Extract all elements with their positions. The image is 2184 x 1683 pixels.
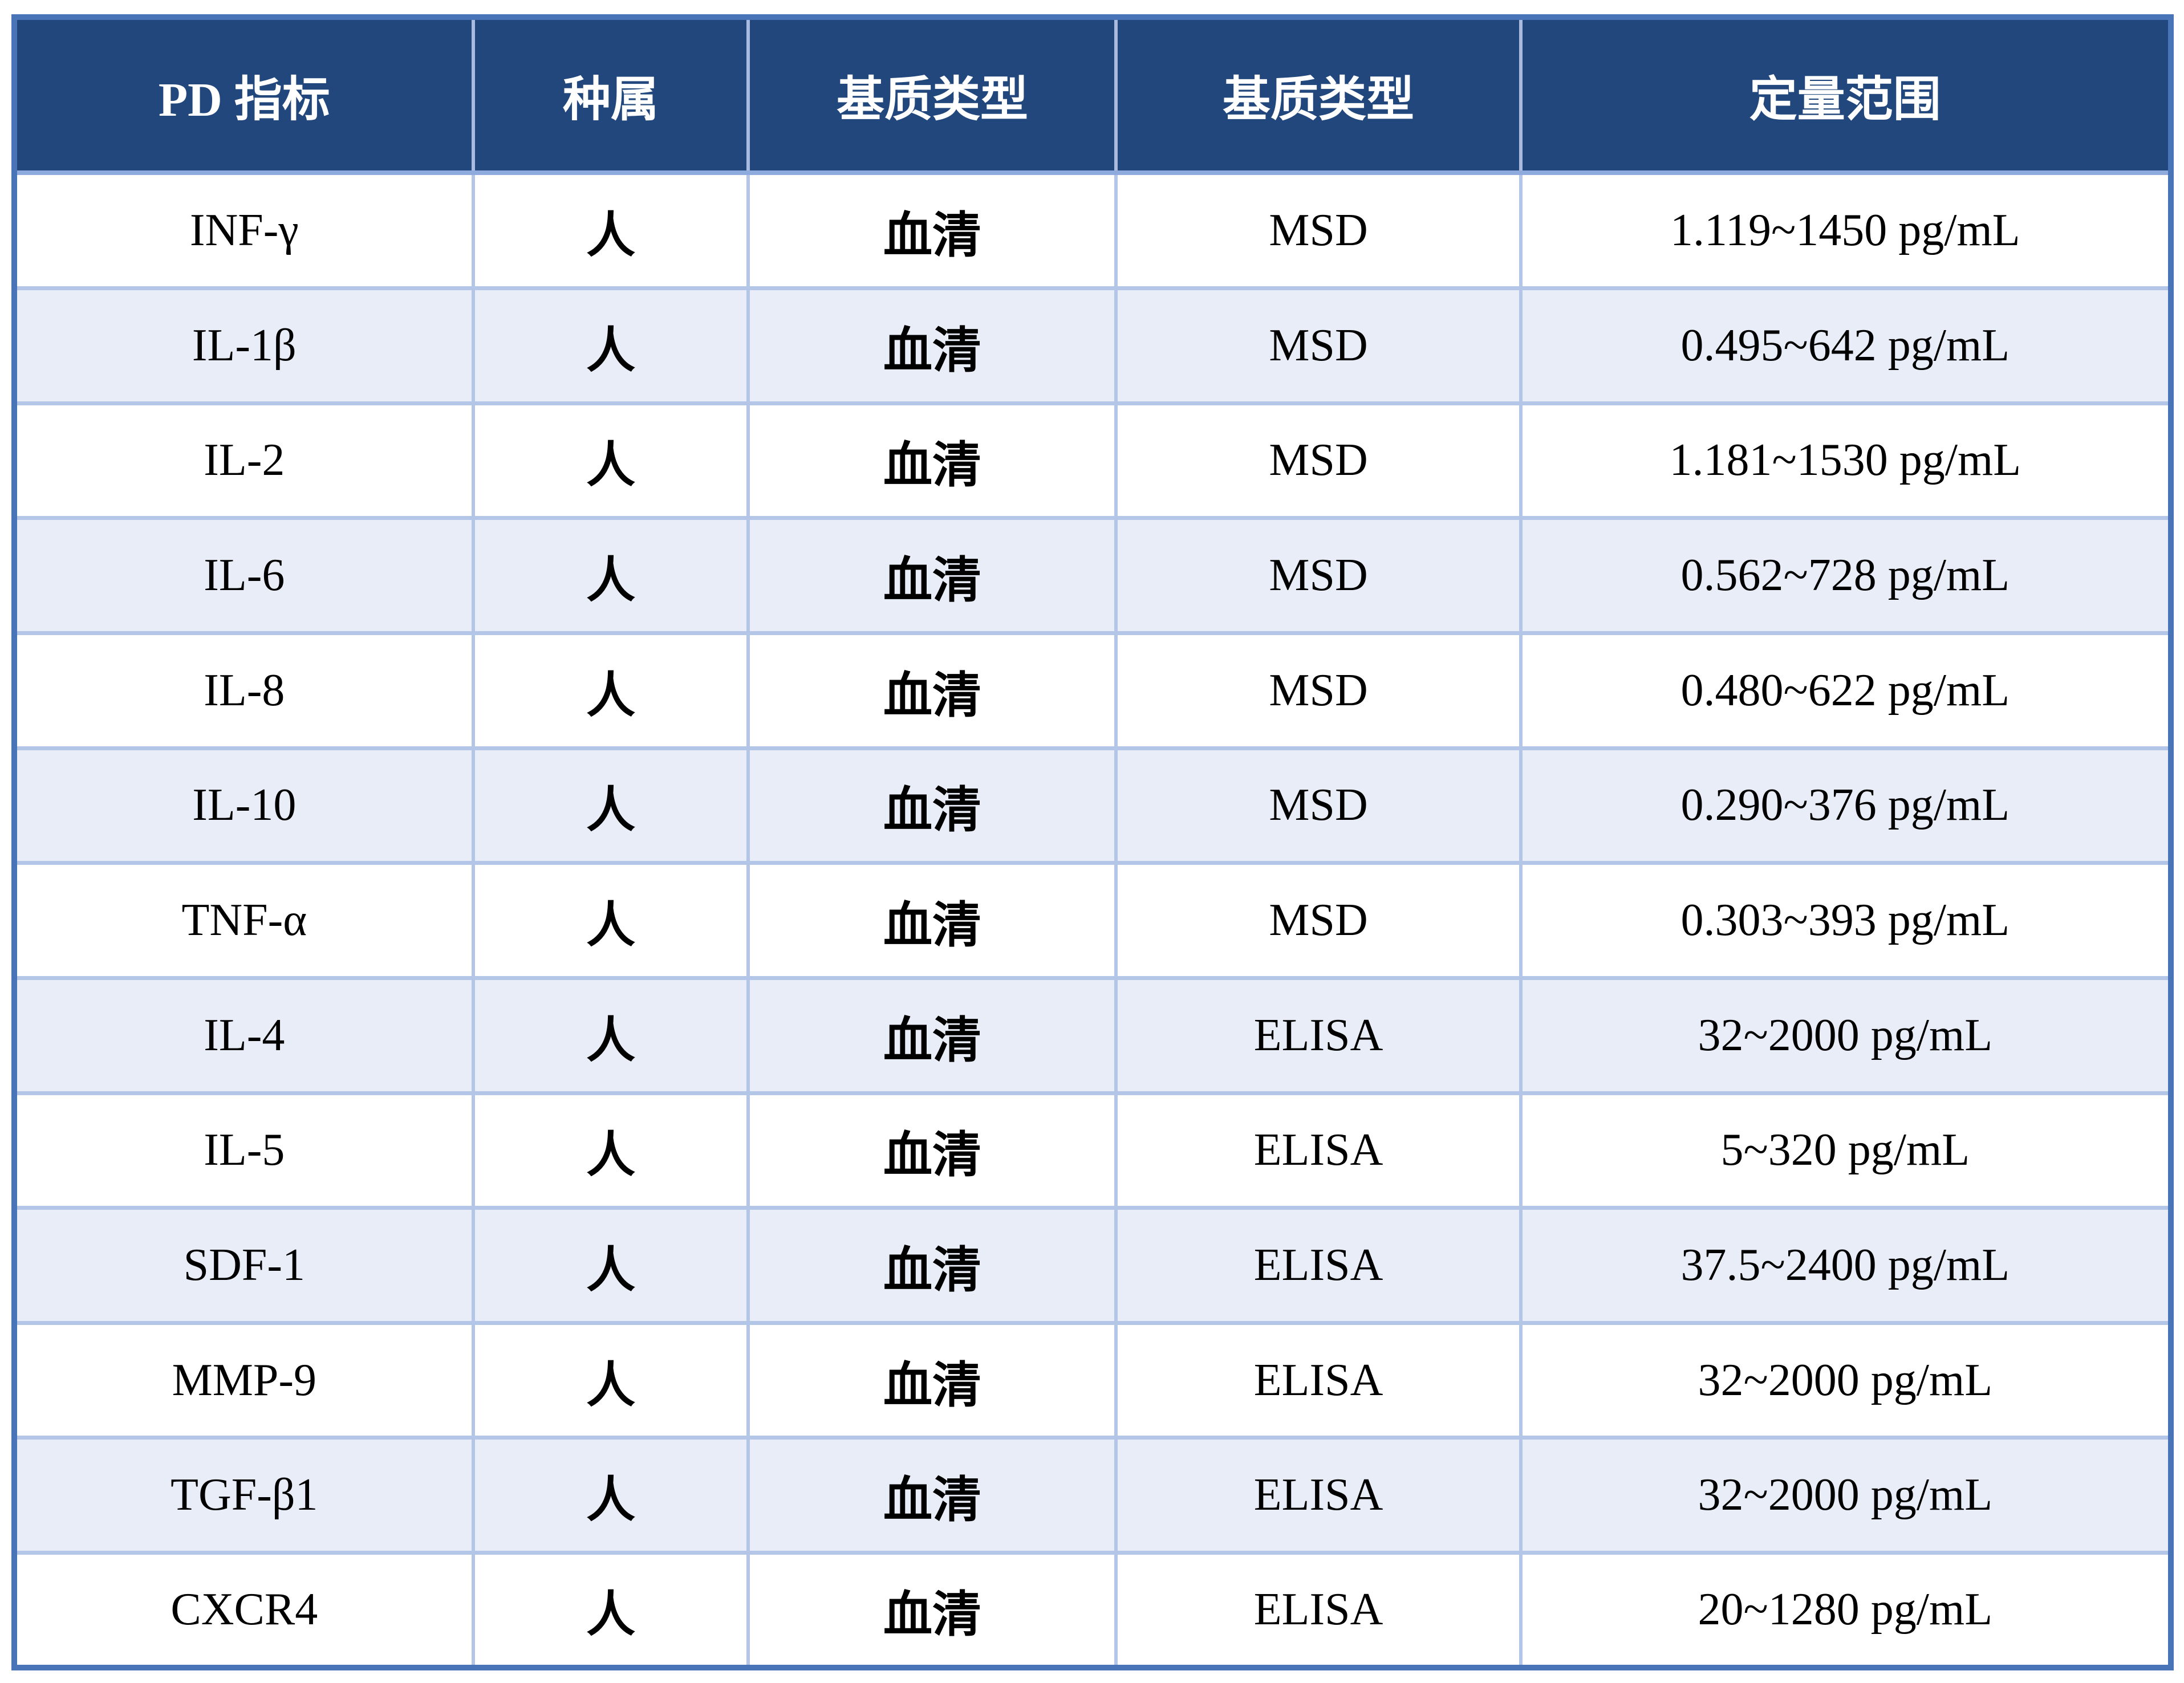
cell-quant-range: 0.303~393 pg/mL: [1519, 861, 2168, 978]
cell-species: 人: [471, 1091, 749, 1208]
table-row: TNF-α 人血清 MSD 0.303~393 pg/mL: [17, 861, 2168, 978]
cell-indicator: CXCR4: [17, 1551, 473, 1665]
table-row: TGF-β1 人血清 ELISA 32~2000 pg/mL: [17, 1436, 2168, 1553]
cell-matrix-type: 血清: [746, 1206, 1117, 1323]
cell-matrix-type: 血清: [746, 746, 1117, 863]
cell-matrix-type-2: MSD: [1114, 401, 1521, 518]
cell-quant-range: 32~2000 pg/mL: [1519, 975, 2168, 1093]
table-row: MMP-9 人血清 ELISA 32~2000 pg/mL: [17, 1320, 2168, 1438]
data-table: PD 指标 种属 基质类型 基质类型 定量范围 INF-γ 人血清 MSD 1.119…: [17, 20, 2168, 1665]
cell-species: 人: [471, 401, 749, 518]
cell-matrix-type-2: ELISA: [1114, 1206, 1521, 1323]
cell-indicator: IL-1β: [17, 286, 473, 404]
cell-matrix-type-2: ELISA: [1114, 1436, 1521, 1553]
cell-species: 人: [471, 746, 749, 863]
cell-quant-range: 1.119~1450 pg/mL: [1519, 170, 2168, 288]
cell-matrix-type-2: ELISA: [1114, 1551, 1521, 1665]
header-matrix-type: 基质类型: [746, 20, 1117, 173]
cell-matrix-type-2: ELISA: [1114, 1320, 1521, 1438]
cell-matrix-type-2: MSD: [1114, 286, 1521, 404]
cell-species: 人: [471, 975, 749, 1093]
header-species: 种属: [471, 20, 749, 173]
cell-quant-range: 0.562~728 pg/mL: [1519, 516, 2168, 633]
cell-matrix-type-2: MSD: [1114, 631, 1521, 749]
table-row: CXCR4 人血清 ELISA 20~1280 pg/mL: [17, 1551, 2168, 1665]
cell-species: 人: [471, 1551, 749, 1665]
table-row: IL-4 人血清 ELISA 32~2000 pg/mL: [17, 975, 2168, 1093]
table-row: INF-γ 人血清 MSD 1.119~1450 pg/mL: [17, 170, 2168, 288]
cell-indicator: IL-4: [17, 975, 473, 1093]
cell-species: 人: [471, 1436, 749, 1553]
cell-quant-range: 32~2000 pg/mL: [1519, 1320, 2168, 1438]
cell-indicator: IL-6: [17, 516, 473, 633]
cell-matrix-type-2: MSD: [1114, 170, 1521, 288]
cell-indicator: MMP-9: [17, 1320, 473, 1438]
pd-indicator-table: PD 指标 种属 基质类型 基质类型 定量范围 INF-γ 人血清 MSD 1.119…: [11, 14, 2174, 1670]
cell-matrix-type: 血清: [746, 516, 1117, 633]
header-row: PD 指标 种属 基质类型 基质类型 定量范围: [17, 20, 2168, 173]
table-row: IL-10 人血清 MSD 0.290~376 pg/mL: [17, 746, 2168, 863]
cell-indicator: INF-γ: [17, 170, 473, 288]
cell-indicator: IL-8: [17, 631, 473, 749]
cell-species: 人: [471, 861, 749, 978]
cell-matrix-type-2: MSD: [1114, 746, 1521, 863]
table-row: IL-2 人血清 MSD 1.181~1530 pg/mL: [17, 401, 2168, 518]
cell-species: 人: [471, 1206, 749, 1323]
cell-species: 人: [471, 286, 749, 404]
cell-quant-range: 0.480~622 pg/mL: [1519, 631, 2168, 749]
cell-matrix-type-2: MSD: [1114, 516, 1521, 633]
table-row: IL-5 人血清 ELISA 5~320 pg/mL: [17, 1091, 2168, 1208]
cell-matrix-type: 血清: [746, 1436, 1117, 1553]
cell-matrix-type: 血清: [746, 1091, 1117, 1208]
header-matrix-type-2: 基质类型: [1114, 20, 1521, 173]
cell-species: 人: [471, 516, 749, 633]
cell-species: 人: [471, 631, 749, 749]
cell-indicator: IL-5: [17, 1091, 473, 1208]
cell-quant-range: 1.181~1530 pg/mL: [1519, 401, 2168, 518]
cell-matrix-type: 血清: [746, 1320, 1117, 1438]
header-pd-indicator: PD 指标: [17, 20, 473, 173]
cell-quant-range: 20~1280 pg/mL: [1519, 1551, 2168, 1665]
cell-matrix-type: 血清: [746, 861, 1117, 978]
cell-matrix-type-2: ELISA: [1114, 1091, 1521, 1208]
table-row: IL-1β 人血清 MSD 0.495~642 pg/mL: [17, 286, 2168, 404]
table-row: IL-8 人血清 MSD 0.480~622 pg/mL: [17, 631, 2168, 749]
cell-matrix-type: 血清: [746, 286, 1117, 404]
cell-indicator: SDF-1: [17, 1206, 473, 1323]
cell-species: 人: [471, 1320, 749, 1438]
cell-quant-range: 0.495~642 pg/mL: [1519, 286, 2168, 404]
cell-matrix-type: 血清: [746, 1551, 1117, 1665]
table-row: SDF-1 人血清 ELISA 37.5~2400 pg/mL: [17, 1206, 2168, 1323]
cell-indicator: IL-2: [17, 401, 473, 518]
table-row: IL-6 人血清 MSD 0.562~728 pg/mL: [17, 516, 2168, 633]
cell-indicator: TGF-β1: [17, 1436, 473, 1553]
cell-species: 人: [471, 170, 749, 288]
cell-matrix-type-2: ELISA: [1114, 975, 1521, 1093]
cell-matrix-type: 血清: [746, 401, 1117, 518]
cell-matrix-type: 血清: [746, 975, 1117, 1093]
header-quant-range: 定量范围: [1519, 20, 2168, 173]
cell-matrix-type-2: MSD: [1114, 861, 1521, 978]
cell-quant-range: 32~2000 pg/mL: [1519, 1436, 2168, 1553]
cell-matrix-type: 血清: [746, 631, 1117, 749]
cell-quant-range: 0.290~376 pg/mL: [1519, 746, 2168, 863]
cell-indicator: IL-10: [17, 746, 473, 863]
cell-matrix-type: 血清: [746, 170, 1117, 288]
cell-quant-range: 5~320 pg/mL: [1519, 1091, 2168, 1208]
cell-quant-range: 37.5~2400 pg/mL: [1519, 1206, 2168, 1323]
cell-indicator: TNF-α: [17, 861, 473, 978]
